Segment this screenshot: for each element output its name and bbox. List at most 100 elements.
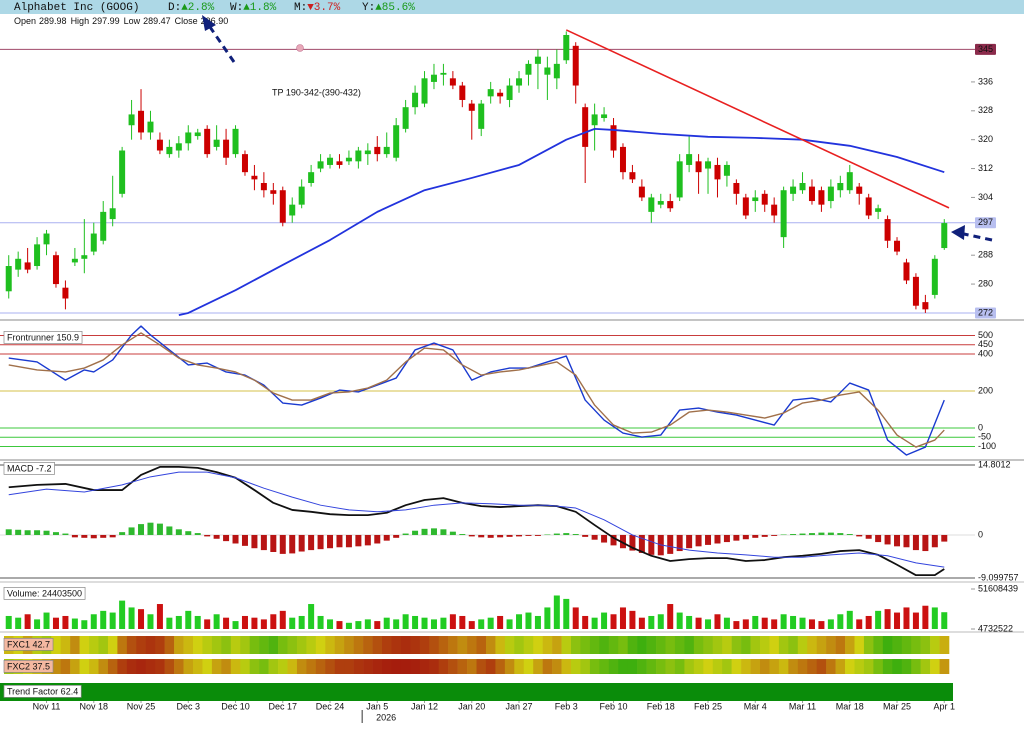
candle-body [686, 154, 693, 165]
heatmap-cell [816, 659, 827, 674]
x-tick-label: Feb 3 [555, 701, 578, 711]
heatmap-cell [325, 659, 336, 674]
candle-body [440, 72, 447, 75]
candle-body [327, 157, 334, 165]
heatmap-cell [183, 659, 194, 674]
volume-bar [733, 621, 740, 629]
volume-bar [90, 614, 97, 629]
heatmap-cell [863, 659, 874, 674]
heatmap-cell [552, 659, 562, 674]
candle-body [15, 258, 22, 270]
volume-bar [695, 617, 702, 629]
heatmap-cell [400, 659, 411, 674]
candle-body [175, 143, 182, 151]
ohlc-value: 296.90 [201, 16, 229, 26]
candle-body [534, 56, 541, 64]
macd-histogram-bar [459, 534, 466, 535]
candle-body [865, 197, 872, 216]
heatmap-cell [561, 659, 572, 674]
candle-body [884, 219, 891, 241]
candle-body [846, 172, 853, 191]
macd-histogram-bar [497, 534, 504, 538]
macd-histogram-bar [922, 534, 929, 552]
volume-bar [799, 617, 806, 629]
heatmap-cell [571, 636, 581, 654]
heatmap-cell [89, 636, 99, 654]
heatmap-cell [382, 659, 392, 674]
heatmap-cell [400, 636, 411, 654]
ohlc-value: 289.98 [39, 16, 67, 26]
symbol-title: Alphabet Inc (GOOG) [14, 2, 139, 14]
volume-bar [856, 619, 863, 629]
change-label: M: [294, 2, 307, 14]
heatmap-cell [372, 636, 383, 654]
volume-bar [610, 614, 617, 629]
macd-histogram-bar [771, 534, 778, 536]
heatmap-cell [892, 636, 903, 654]
x-tick-label: Jan 12 [411, 701, 438, 711]
heatmap-cell [344, 636, 354, 654]
heatmap-cell [835, 636, 846, 654]
change-value: ▲85.6% [375, 2, 415, 14]
price-marker-label: 297 [978, 217, 993, 227]
macd-histogram-bar [534, 534, 541, 536]
volume-bar [317, 615, 324, 629]
heatmap-cell [476, 636, 487, 654]
heatmap-cell [845, 636, 855, 654]
heatmap-cell [51, 636, 61, 654]
panel-title: Trend Factor 62.4 [7, 686, 78, 696]
header-bar [0, 0, 1024, 14]
macd-histogram-bar [119, 532, 126, 535]
macd-histogram-bar [289, 534, 296, 554]
candle-body [563, 34, 570, 61]
heatmap-cell [722, 636, 732, 654]
candle-body [591, 114, 598, 126]
volume-bar [147, 614, 154, 629]
volume-bar [705, 619, 712, 629]
volume-bar [572, 607, 579, 629]
pointer-arrow [963, 232, 993, 242]
ohlc-line: Open 289.98 High 297.99 Low 289.47 Close 296.90 [14, 16, 228, 26]
volume-bar [714, 614, 721, 629]
heatmap-cell [419, 659, 430, 674]
heatmap-cell [835, 659, 846, 674]
volume-bar [194, 615, 201, 629]
candle-body [62, 287, 69, 299]
ohlc-value: 289.47 [143, 16, 171, 26]
heatmap-cell [580, 659, 591, 674]
macd-histogram-bar [629, 534, 636, 551]
heatmap-cell [533, 636, 543, 654]
volume-bar [260, 619, 267, 629]
candle-body [818, 190, 825, 205]
candle-body [402, 107, 409, 129]
macd-histogram-bar [572, 534, 579, 535]
macd-histogram-bar [761, 534, 768, 537]
candle-body [827, 186, 834, 202]
candle-body [648, 197, 655, 212]
macd-histogram-bar [412, 530, 419, 535]
heatmap-cell [164, 636, 175, 654]
panel-title: Volume: 24403500 [7, 588, 82, 598]
x-tick-label: Mar 25 [883, 701, 911, 711]
volume-bar [449, 614, 456, 629]
candle-body [657, 201, 664, 205]
volume-bar [591, 617, 598, 629]
heatmap-cell [542, 659, 553, 674]
heatmap-cell [826, 659, 836, 674]
macd-histogram-bar [43, 530, 50, 535]
heatmap-cell [296, 659, 307, 674]
change-day: D:▲2.8% [168, 2, 215, 14]
candle-body [166, 146, 173, 155]
change-label: D: [168, 2, 181, 14]
candle-body [629, 172, 636, 180]
macd-histogram-bar [393, 534, 400, 538]
ohlc-value: 297.99 [92, 16, 120, 26]
volume-bar [808, 619, 815, 629]
volume-bar [232, 621, 239, 629]
volume-bar [884, 609, 891, 629]
y-tick-label: 288 [978, 250, 993, 260]
macd-histogram-bar [185, 531, 192, 535]
heatmap-cell [372, 659, 383, 674]
heatmap-cell [873, 636, 884, 654]
heatmap-cell [353, 636, 364, 654]
